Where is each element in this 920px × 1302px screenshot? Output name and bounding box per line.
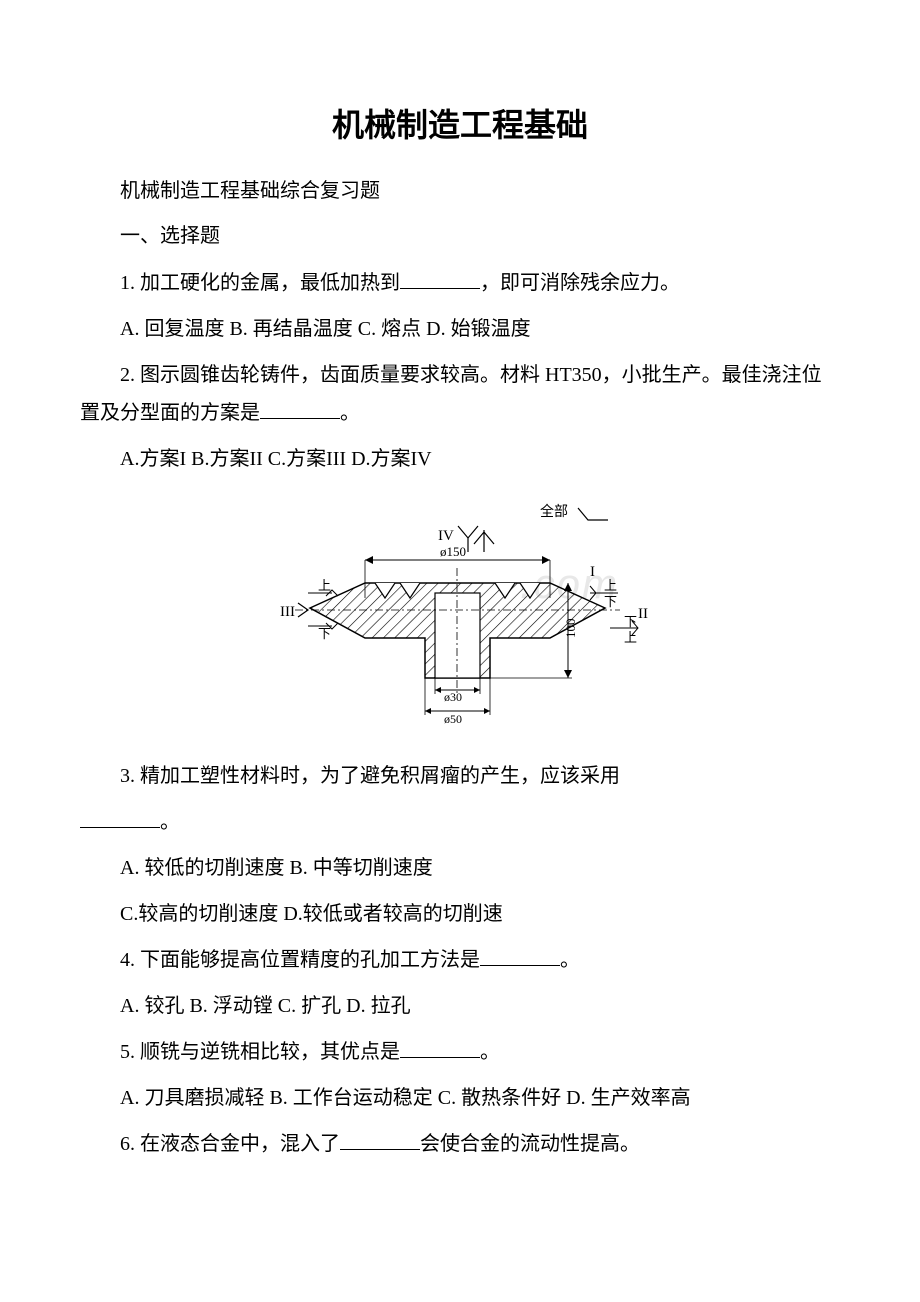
q5-text-after: 。: [480, 1041, 500, 1063]
figure-label-ii: II: [638, 606, 648, 622]
figure-up-right-ii: 上: [624, 630, 637, 645]
dim30-arrow-r-icon: [474, 687, 480, 693]
document-title: 机械制造工程基础: [80, 100, 840, 146]
q6-text-after: 会使合金的流动性提高。: [420, 1133, 640, 1155]
q3-text: 3. 精加工塑性材料时，为了避免积屑瘤的产生，应该采用: [120, 765, 620, 787]
dim100-arrow-bot-icon: [564, 670, 572, 678]
section-header: 一、选择题: [80, 219, 840, 248]
q6-blank: [340, 1132, 420, 1150]
gear-diagram-svg: 全部 IV ø150: [240, 498, 680, 728]
q1-text-after: ，即可消除残余应力。: [480, 272, 680, 294]
q5-text: 5. 顺铣与逆铣相比较，其优点是: [120, 1041, 400, 1063]
q5-options: A. 刀具磨损减轻 B. 工作台运动稳定 C. 散热条件好 D. 生产效率高: [80, 1079, 840, 1117]
question-3: 3. 精加工塑性材料时，为了避免积屑瘤的产生，应该采用: [80, 757, 840, 795]
gear-figure: 全部 IV ø150: [80, 498, 840, 733]
figure-dim30: ø30: [444, 690, 462, 704]
figure-label-iv: IV: [438, 528, 454, 544]
q4-text-after: 。: [560, 949, 580, 971]
figure-down-left: 下: [318, 626, 331, 641]
q3-options-c: C.较高的切削速度 D.较低或者较高的切削速: [80, 895, 840, 933]
q5-blank: [400, 1040, 480, 1058]
figure-down-right-ii: 下: [624, 614, 637, 629]
q1-text: 1. 加工硬化的金属，最低加热到: [120, 272, 400, 294]
iv-arrow-down-icon: [458, 526, 478, 538]
gear-bore: [435, 593, 480, 678]
q2-blank: [260, 401, 340, 419]
q3-options-a: A. 较低的切削速度 B. 中等切削速度: [80, 849, 840, 887]
question-4: 4. 下面能够提高位置精度的孔加工方法是 。: [80, 941, 840, 979]
dim30-arrow-l-icon: [435, 687, 441, 693]
q4-blank: [480, 948, 560, 966]
q6-text: 6. 在液态合金中，混入了: [120, 1133, 340, 1155]
q2-options: A.方案I B.方案II C.方案III D.方案IV: [80, 440, 840, 478]
question-1: 1. 加工硬化的金属，最低加热到 ，即可消除残余应力。: [80, 264, 840, 302]
figure-up-left: 上: [318, 578, 331, 593]
figure-down-right-i: 下: [604, 594, 617, 609]
q4-text: 4. 下面能够提高位置精度的孔加工方法是: [120, 949, 480, 971]
figure-up-right-i: 上: [604, 578, 617, 593]
figure-dim50: ø50: [444, 712, 462, 726]
dim100-arrow-top-icon: [564, 583, 572, 591]
q2-text: 2. 图示圆锥齿轮铸件，齿面质量要求较高。材料 HT350，小批生产。最佳浇注位…: [80, 364, 822, 424]
question-3-blank-line: 。: [80, 803, 840, 841]
document-subtitle: 机械制造工程基础综合复习题: [80, 174, 840, 203]
dim50-arrow-l-icon: [425, 708, 431, 714]
dim150-arrow-left-icon: [365, 556, 373, 564]
q3-text-after: 。: [160, 811, 180, 833]
figure-top-label: 全部: [540, 503, 568, 520]
question-2: 2. 图示圆锥齿轮铸件，齿面质量要求较高。材料 HT350，小批生产。最佳浇注位…: [80, 356, 840, 432]
figure-dim100: 100: [563, 619, 578, 639]
question-6: 6. 在液态合金中，混入了 会使合金的流动性提高。: [80, 1125, 840, 1163]
q2-text-after: 。: [340, 402, 360, 424]
q3-blank: [80, 810, 160, 828]
figure-dim150: ø150: [440, 544, 466, 559]
question-5: 5. 顺铣与逆铣相比较，其优点是 。: [80, 1033, 840, 1071]
q1-options: A. 回复温度 B. 再结晶温度 C. 熔点 D. 始锻温度: [80, 310, 840, 348]
figure-label-iii: III: [280, 604, 295, 620]
q1-blank: [400, 271, 480, 289]
dim150-arrow-right-icon: [542, 556, 550, 564]
q4-options: A. 铰孔 B. 浮动镗 C. 扩孔 D. 拉孔: [80, 987, 840, 1025]
dim50-arrow-r-icon: [484, 708, 490, 714]
figure-label-i: I: [590, 564, 595, 580]
machining-symbol-icon: [578, 508, 608, 520]
